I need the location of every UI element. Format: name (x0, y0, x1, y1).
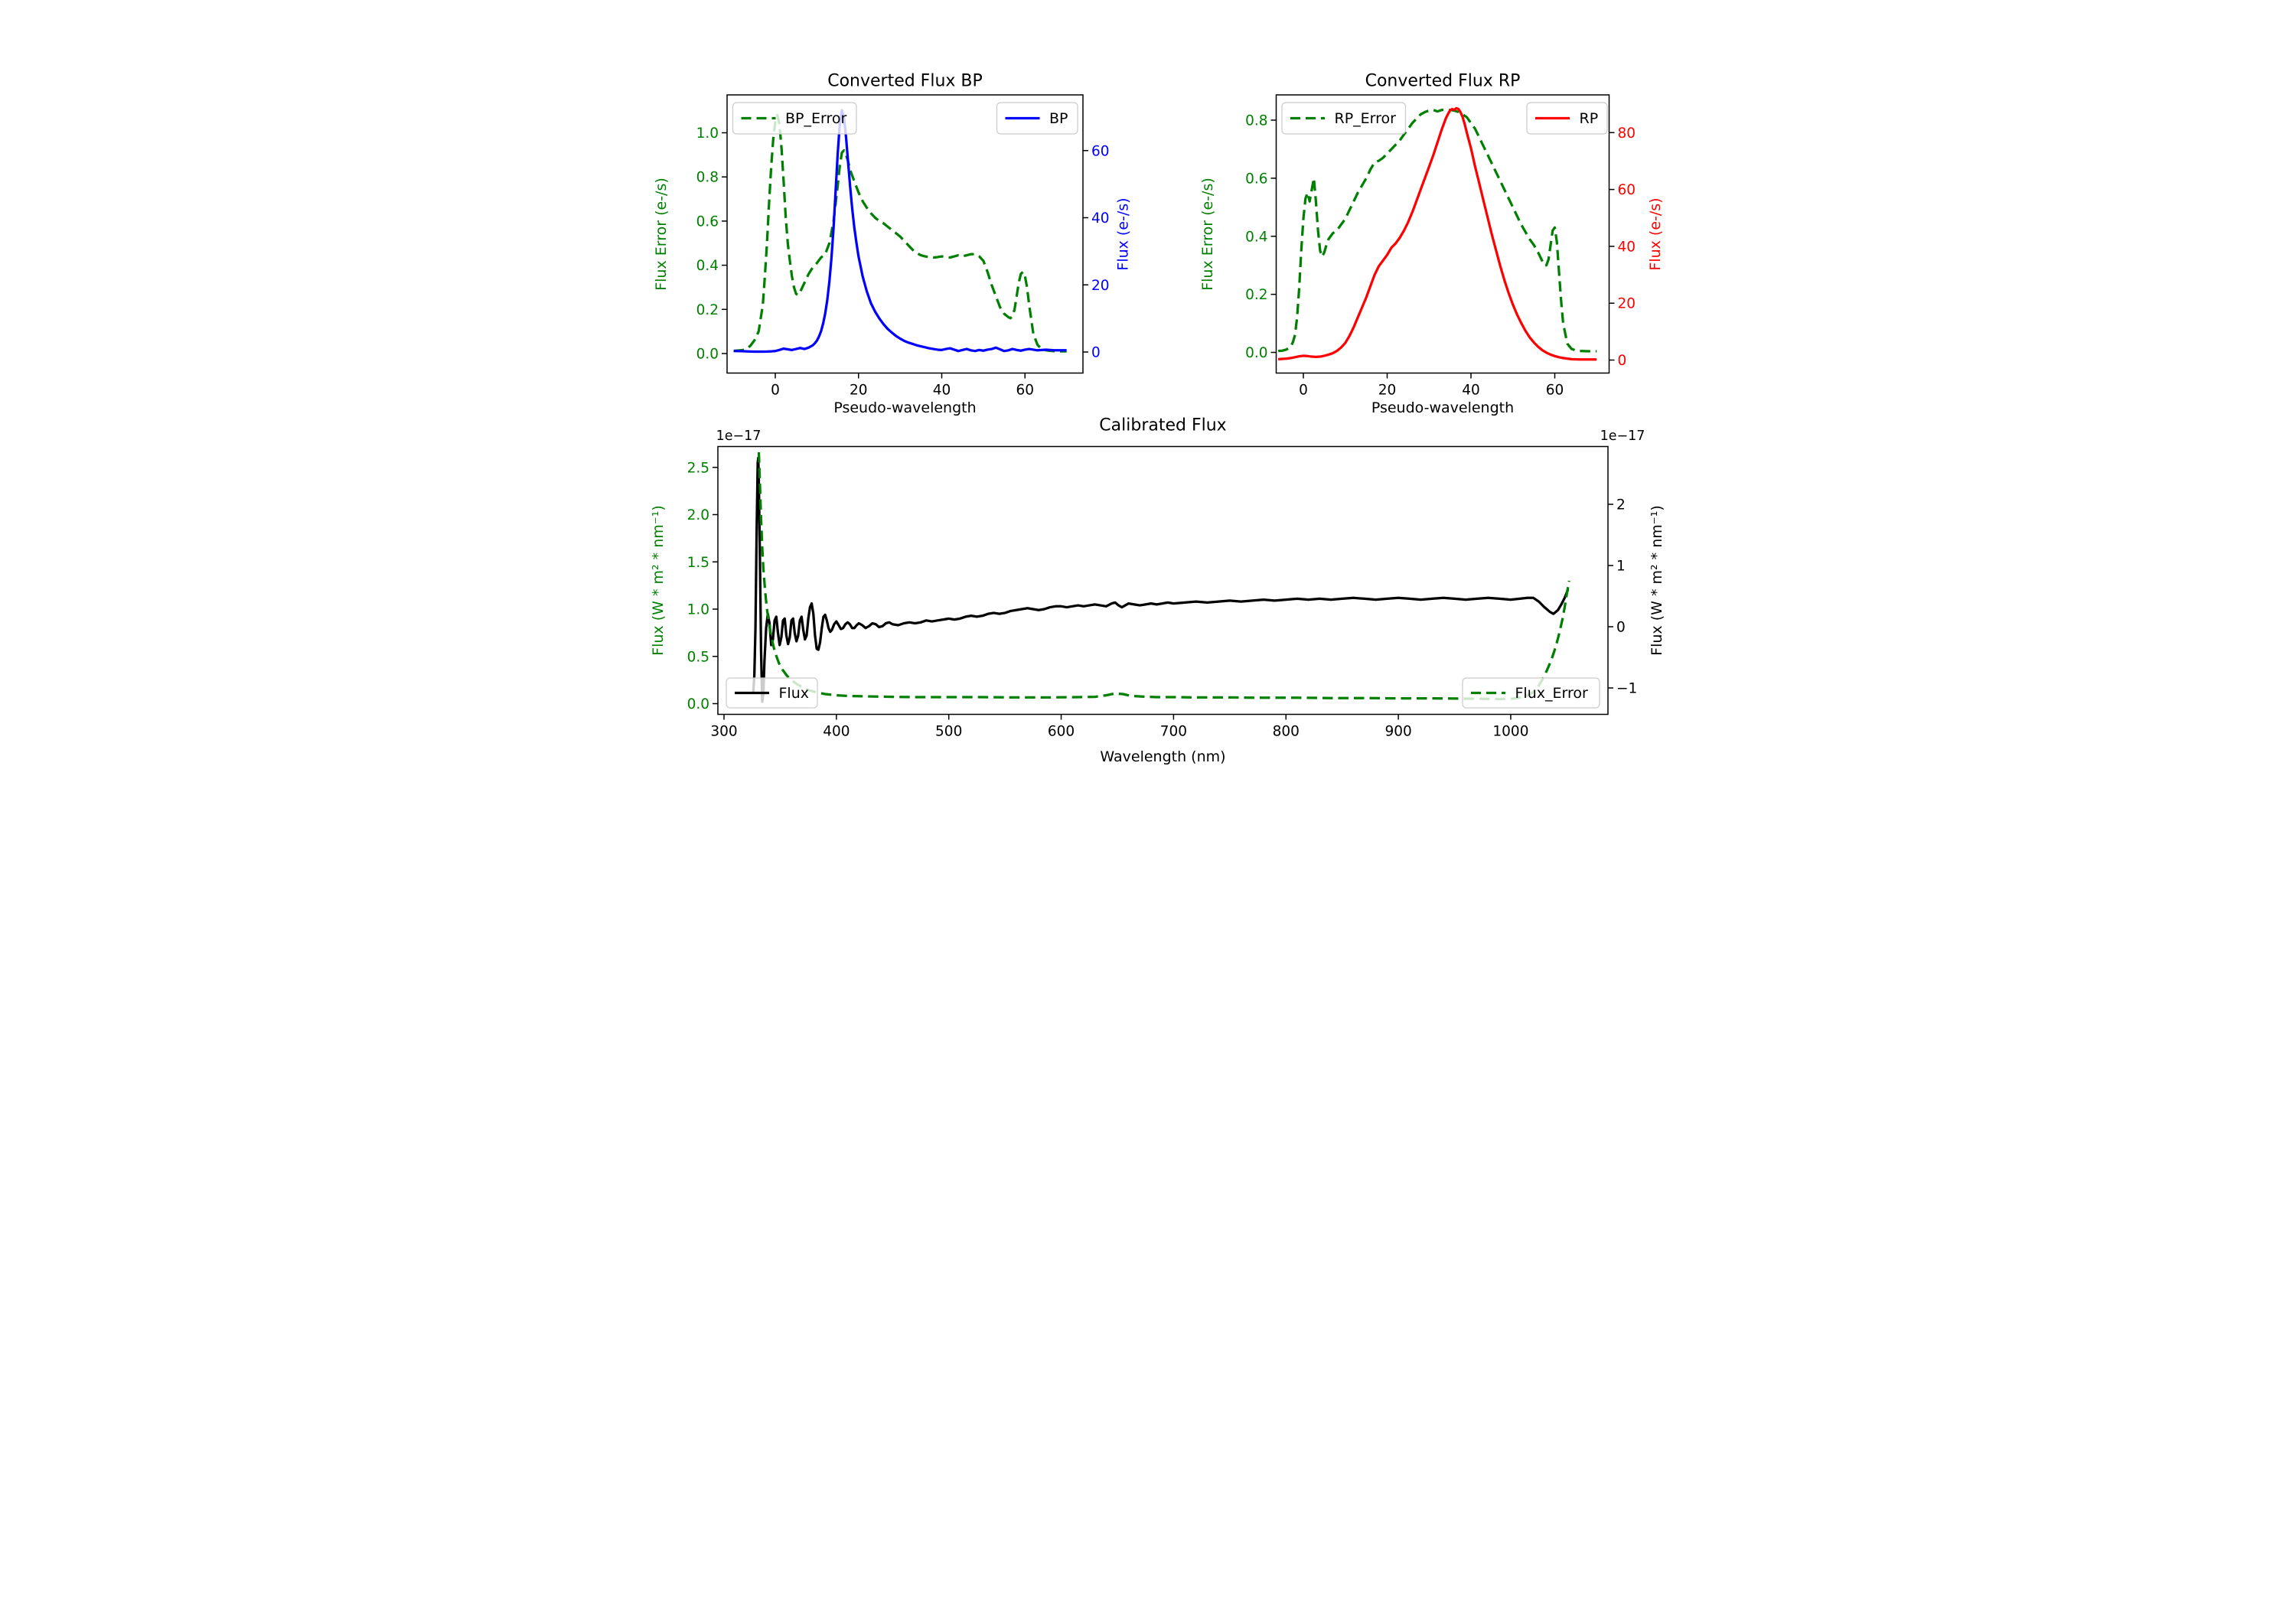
chart-calibrated-flux: 300 400 500 600 700 800 900 1000 0.0 0.5 1.0 1.5 2.0… (650, 416, 1665, 766)
x-tick-label: 1000 (1492, 724, 1528, 740)
offset-text-left: 1e−17 (716, 429, 762, 444)
legend-box (1462, 677, 1600, 709)
y-axis-label-left: Flux (W * m² * nm⁻¹) (650, 505, 667, 656)
plot-frame (717, 445, 1609, 715)
plot-frame (1275, 94, 1610, 374)
legend-label: RP (1580, 110, 1599, 127)
x-axis-label: Wavelength (nm) (1100, 748, 1225, 765)
y-left-tick-label: 0.5 (687, 649, 709, 665)
y-left-tick-label: 0.8 (1245, 113, 1267, 129)
legend-box (732, 102, 857, 135)
y-left-tick-label: 0.0 (1245, 345, 1267, 361)
y-left-tick-label: 0.4 (696, 258, 719, 274)
plot-title: Converted Flux BP (827, 72, 983, 91)
x-tick-label: 900 (1384, 724, 1411, 740)
legend-box (726, 677, 818, 709)
matplotlib-figure: 0 20 40 600.00.20.40.60.81.00204060Converte… (574, 0, 1722, 804)
y-right-tick-label: 40 (1091, 210, 1110, 227)
curves-group (1278, 106, 1597, 361)
plot-background (718, 446, 1608, 715)
x-tick-label: 600 (1048, 724, 1075, 740)
legend-label: BP_Error (785, 110, 846, 127)
y-right-tick-label: 60 (1091, 143, 1110, 159)
y-axis-label-left: Flux Error (e-/s) (653, 178, 670, 291)
chart-converted-flux-rp: 0 20 40 60 0.0 0.2 0.4 0.6 0.8 0 20 40 60 80 Converted… (1199, 72, 1664, 417)
y-right-tick-label: 60 (1618, 182, 1636, 198)
y-left-tick-label: 2.0 (687, 507, 709, 523)
legend-label: RP_Error (1335, 110, 1397, 127)
y-right-tick-label: 20 (1091, 278, 1110, 294)
y-left-tick-label: 0.6 (696, 214, 719, 230)
curves-group (733, 109, 1067, 354)
x-axis-label: Pseudo-wavelength (1371, 399, 1514, 416)
y-left-tick-label: 1.5 (687, 555, 709, 571)
x-tick-label: 800 (1273, 724, 1300, 740)
plot-title: Converted Flux RP (1365, 72, 1521, 91)
y-right-tick-label: 2 (1616, 497, 1626, 513)
y-right-tick-label: 1 (1616, 559, 1626, 575)
x-tick-label: 60 (1016, 383, 1034, 399)
y-left-tick-label: 0.6 (1245, 171, 1267, 187)
x-tick-label: 60 (1546, 383, 1564, 399)
x-tick-label: 40 (1462, 383, 1480, 399)
rp-error-curve (1278, 108, 1597, 353)
legend-label: Flux (779, 685, 810, 702)
y-left-tick-label: 0.2 (696, 302, 719, 318)
y-left-tick-label: 1.0 (687, 602, 709, 618)
y-right-tick-label: 0 (1616, 620, 1626, 636)
plot-title: Calibrated Flux (1099, 416, 1226, 435)
y-axis-label-right: Flux (e-/s) (1647, 197, 1664, 270)
chart-converted-flux-bp: 0 20 40 60 0.0 0.2 0.4 0.6 0.8 1.0 0 20 40 60 Converte… (653, 72, 1132, 417)
y-right-tick-label: −1 (1616, 681, 1637, 697)
rp-curve (1278, 106, 1597, 361)
x-tick-label: 20 (850, 383, 868, 399)
y-right-tick-label: 0 (1091, 345, 1101, 361)
offset-text-right: 1e−17 (1600, 429, 1645, 444)
y-left-tick-label: 0.0 (687, 696, 709, 712)
y-right-tick-label: 0 (1618, 353, 1627, 369)
y-left-tick-label: 1.0 (696, 125, 719, 142)
y-left-tick-label: 0.2 (1245, 287, 1267, 303)
legend-label: Flux_Error (1515, 685, 1588, 702)
y-right-tick-label: 20 (1618, 296, 1636, 312)
x-tick-label: 20 (1378, 383, 1397, 399)
y-right-tick-label: 80 (1618, 125, 1636, 142)
legend-box (1281, 102, 1407, 135)
x-tick-label: 400 (823, 724, 850, 740)
plot-frame (726, 94, 1084, 374)
x-tick-label: 40 (933, 383, 951, 399)
x-tick-label: 0 (1299, 383, 1308, 399)
y-left-tick-label: 2.5 (687, 460, 709, 476)
y-axis-label-right: Flux (W * m² * nm⁻¹) (1649, 505, 1665, 656)
x-axis-label: Pseudo-wavelength (833, 399, 976, 416)
figure: 0 20 40 60 0.0 0.2 0.4 0.6 0.8 1.0 0 20 40 60 Converte… (574, 0, 1722, 804)
legend-label: BP (1049, 110, 1068, 127)
y-right-tick-label: 40 (1618, 239, 1636, 255)
y-axis-label-left: Flux Error (e-/s) (1199, 178, 1216, 291)
flux-curve (752, 456, 1570, 703)
plot-background (727, 95, 1083, 373)
bp-curve (733, 109, 1067, 354)
plot-background (1276, 95, 1609, 373)
y-left-tick-label: 0.0 (696, 347, 719, 363)
y-left-tick-label: 0.8 (696, 170, 719, 186)
y-axis-label-right: Flux (e-/s) (1115, 197, 1132, 270)
x-tick-label: 300 (710, 724, 737, 740)
bp-error-curve (733, 113, 1067, 353)
x-tick-label: 700 (1160, 724, 1187, 740)
x-tick-label: 0 (771, 383, 780, 399)
x-tick-label: 500 (935, 724, 962, 740)
y-left-tick-label: 0.4 (1245, 229, 1267, 245)
